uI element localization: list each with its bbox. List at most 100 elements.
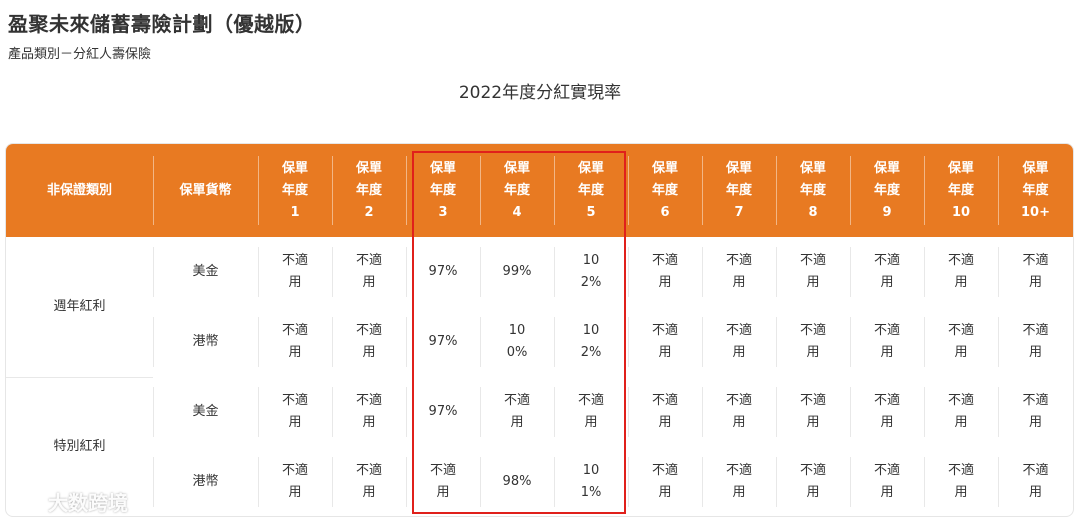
rate-cell: 不適用 (776, 237, 850, 307)
rate-cell: 不適用 (924, 237, 998, 307)
header-year-line: 保單 (1022, 160, 1049, 176)
table-body: 週年紅利 美金 不適用 不適用 97% 99% 102% 不適用 不適用 不適用 不適用 不適用 不適用… (6, 237, 1073, 516)
rate-cell: 101% (554, 447, 628, 516)
rate-cell: 不適用 (332, 377, 406, 447)
header-year-line: 年度 (947, 182, 974, 198)
header-year-number: 7 (734, 204, 744, 220)
table-row: 特別紅利 美金 不適用 不適用 97% 不適用 不適用 不適用 不適用 不適用 不適用 不適用 不適用 (6, 377, 1073, 516)
header-year-1: 保單年度 1 (258, 144, 332, 237)
rate-cell: 102% (554, 307, 628, 377)
header-year-line: 保單 (503, 160, 530, 176)
rate-cell: 不適用 (332, 307, 406, 377)
watermark: 大数跨境 (8, 487, 128, 516)
header-year-3: 保單 年度 3 (406, 144, 480, 237)
header-year-line: 年度 (281, 182, 308, 198)
rate-value: 不適用 (799, 463, 826, 500)
header-year-line: 年度 (577, 182, 604, 198)
header-year-number: 6 (660, 204, 670, 220)
rate-value: 不適用 (873, 253, 900, 290)
header-year-8: 保單 年度 8 (776, 144, 850, 237)
header-year-2: 保單 年度 2 (332, 144, 406, 237)
rate-cell: 不適用 (702, 237, 776, 307)
header-category: 非保證類別 (46, 182, 112, 198)
rate-value: 不適用 (947, 323, 974, 360)
header-year-7: 保單年度 7 (702, 144, 776, 237)
rate-value: 不適用 (429, 463, 456, 500)
header-year-number: 8 (808, 204, 818, 220)
header-year-line: 年度 (725, 182, 752, 198)
rate-cell: 不適用 (776, 307, 850, 377)
header-year-line: 保單 (873, 160, 900, 176)
rate-value: 100% (506, 323, 528, 360)
rate-cell: 不適用 (406, 447, 480, 516)
header-year-line: 保單 (651, 160, 678, 176)
rate-value: 不適用 (799, 393, 826, 430)
rate-cell: 不適用 (850, 307, 924, 377)
rate-cell: 不適用 (702, 377, 776, 447)
rate-cell: 97% (406, 377, 480, 447)
rate-cell: 不適用 (924, 307, 998, 377)
header-year-line: 保單 (281, 160, 308, 176)
rate-value: 不適用 (651, 253, 678, 290)
rate-value: 不適用 (1022, 463, 1049, 500)
header-year-number: 3 (438, 204, 448, 220)
rate-value: 不適用 (355, 253, 382, 290)
rate-cell: 不適用 (776, 377, 850, 447)
header-year-number: 1 (290, 204, 300, 220)
rate-cell: 不適用 (850, 377, 924, 447)
rate-cell: 不適用 (998, 377, 1073, 447)
header-currency: 保單貨幣 (153, 144, 258, 237)
rate-value: 不適用 (577, 393, 604, 430)
header-year-9: 保單 年度 9 (850, 144, 924, 237)
rate-cell: 100% (480, 307, 554, 377)
rate-value: 不適用 (281, 463, 308, 500)
rate-value: 不適用 (799, 323, 826, 360)
header-year-4: 保單 年度 4 (480, 144, 554, 237)
rate-cell: 不適用 (628, 307, 702, 377)
rate-value: 102% (580, 253, 602, 290)
rate-cell: 不適用 (258, 307, 332, 377)
rate-value: 102% (580, 323, 602, 360)
rate-cell: 不適用 (998, 307, 1073, 377)
watermark-text: 大数跨境 (48, 491, 128, 515)
rate-value: 不適用 (873, 393, 900, 430)
rate-value: 不適用 (281, 323, 308, 360)
rate-cell: 不適用 (776, 447, 850, 516)
dividend-table: 非保證類別 保單貨幣 保單 年度 1 保單 年度 2 保單 年度 3 保單 年度 4 保單 年度 5 保單 年度… (5, 143, 1074, 517)
rate-value: 98% (502, 474, 532, 489)
rate-value: 101% (580, 463, 602, 500)
rate-cell: 不適用 (258, 237, 332, 307)
rate-value: 不適用 (1022, 253, 1049, 290)
header-year-line: 保單 (725, 160, 752, 176)
rate-value: 不適用 (725, 393, 752, 430)
header-year-line: 年度 (1022, 182, 1049, 198)
rate-value: 不適用 (281, 393, 308, 430)
rate-value: 97% (428, 334, 458, 349)
rate-cell: 不適用 (628, 447, 702, 516)
rate-value: 不適用 (1022, 393, 1049, 430)
rate-cell: 不適用 (628, 237, 702, 307)
rate-value: 99% (502, 264, 532, 279)
rate-cell: 不適用 (628, 377, 702, 447)
rate-cell: 不適用 (702, 447, 776, 516)
rate-cell: 不適用 (258, 447, 332, 516)
rate-cell: 不適用 (998, 447, 1073, 516)
rate-value: 不適用 (355, 463, 382, 500)
section-title: 2022年度分紅實現率 (458, 83, 622, 103)
header-year-line: 保單 (947, 160, 974, 176)
rate-cell: 不適用 (924, 447, 998, 516)
header-year-line: 年度 (355, 182, 382, 198)
rate-value: 不適用 (873, 463, 900, 500)
rate-value: 不適用 (799, 253, 826, 290)
category-cell: 特別紅利 (6, 377, 153, 516)
rate-value: 不適用 (651, 323, 678, 360)
rate-value: 不適用 (947, 253, 974, 290)
header-year-line: 保單 (355, 160, 382, 176)
rate-value: 不適用 (281, 253, 308, 290)
category-cell: 週年紅利 (6, 237, 153, 378)
rate-cell: 不適用 (332, 237, 406, 307)
rate-cell: 不適用 (850, 237, 924, 307)
rate-cell: 不適用 (924, 377, 998, 447)
rate-value: 不適用 (1022, 323, 1049, 360)
rate-cell: 不適用 (554, 377, 628, 447)
